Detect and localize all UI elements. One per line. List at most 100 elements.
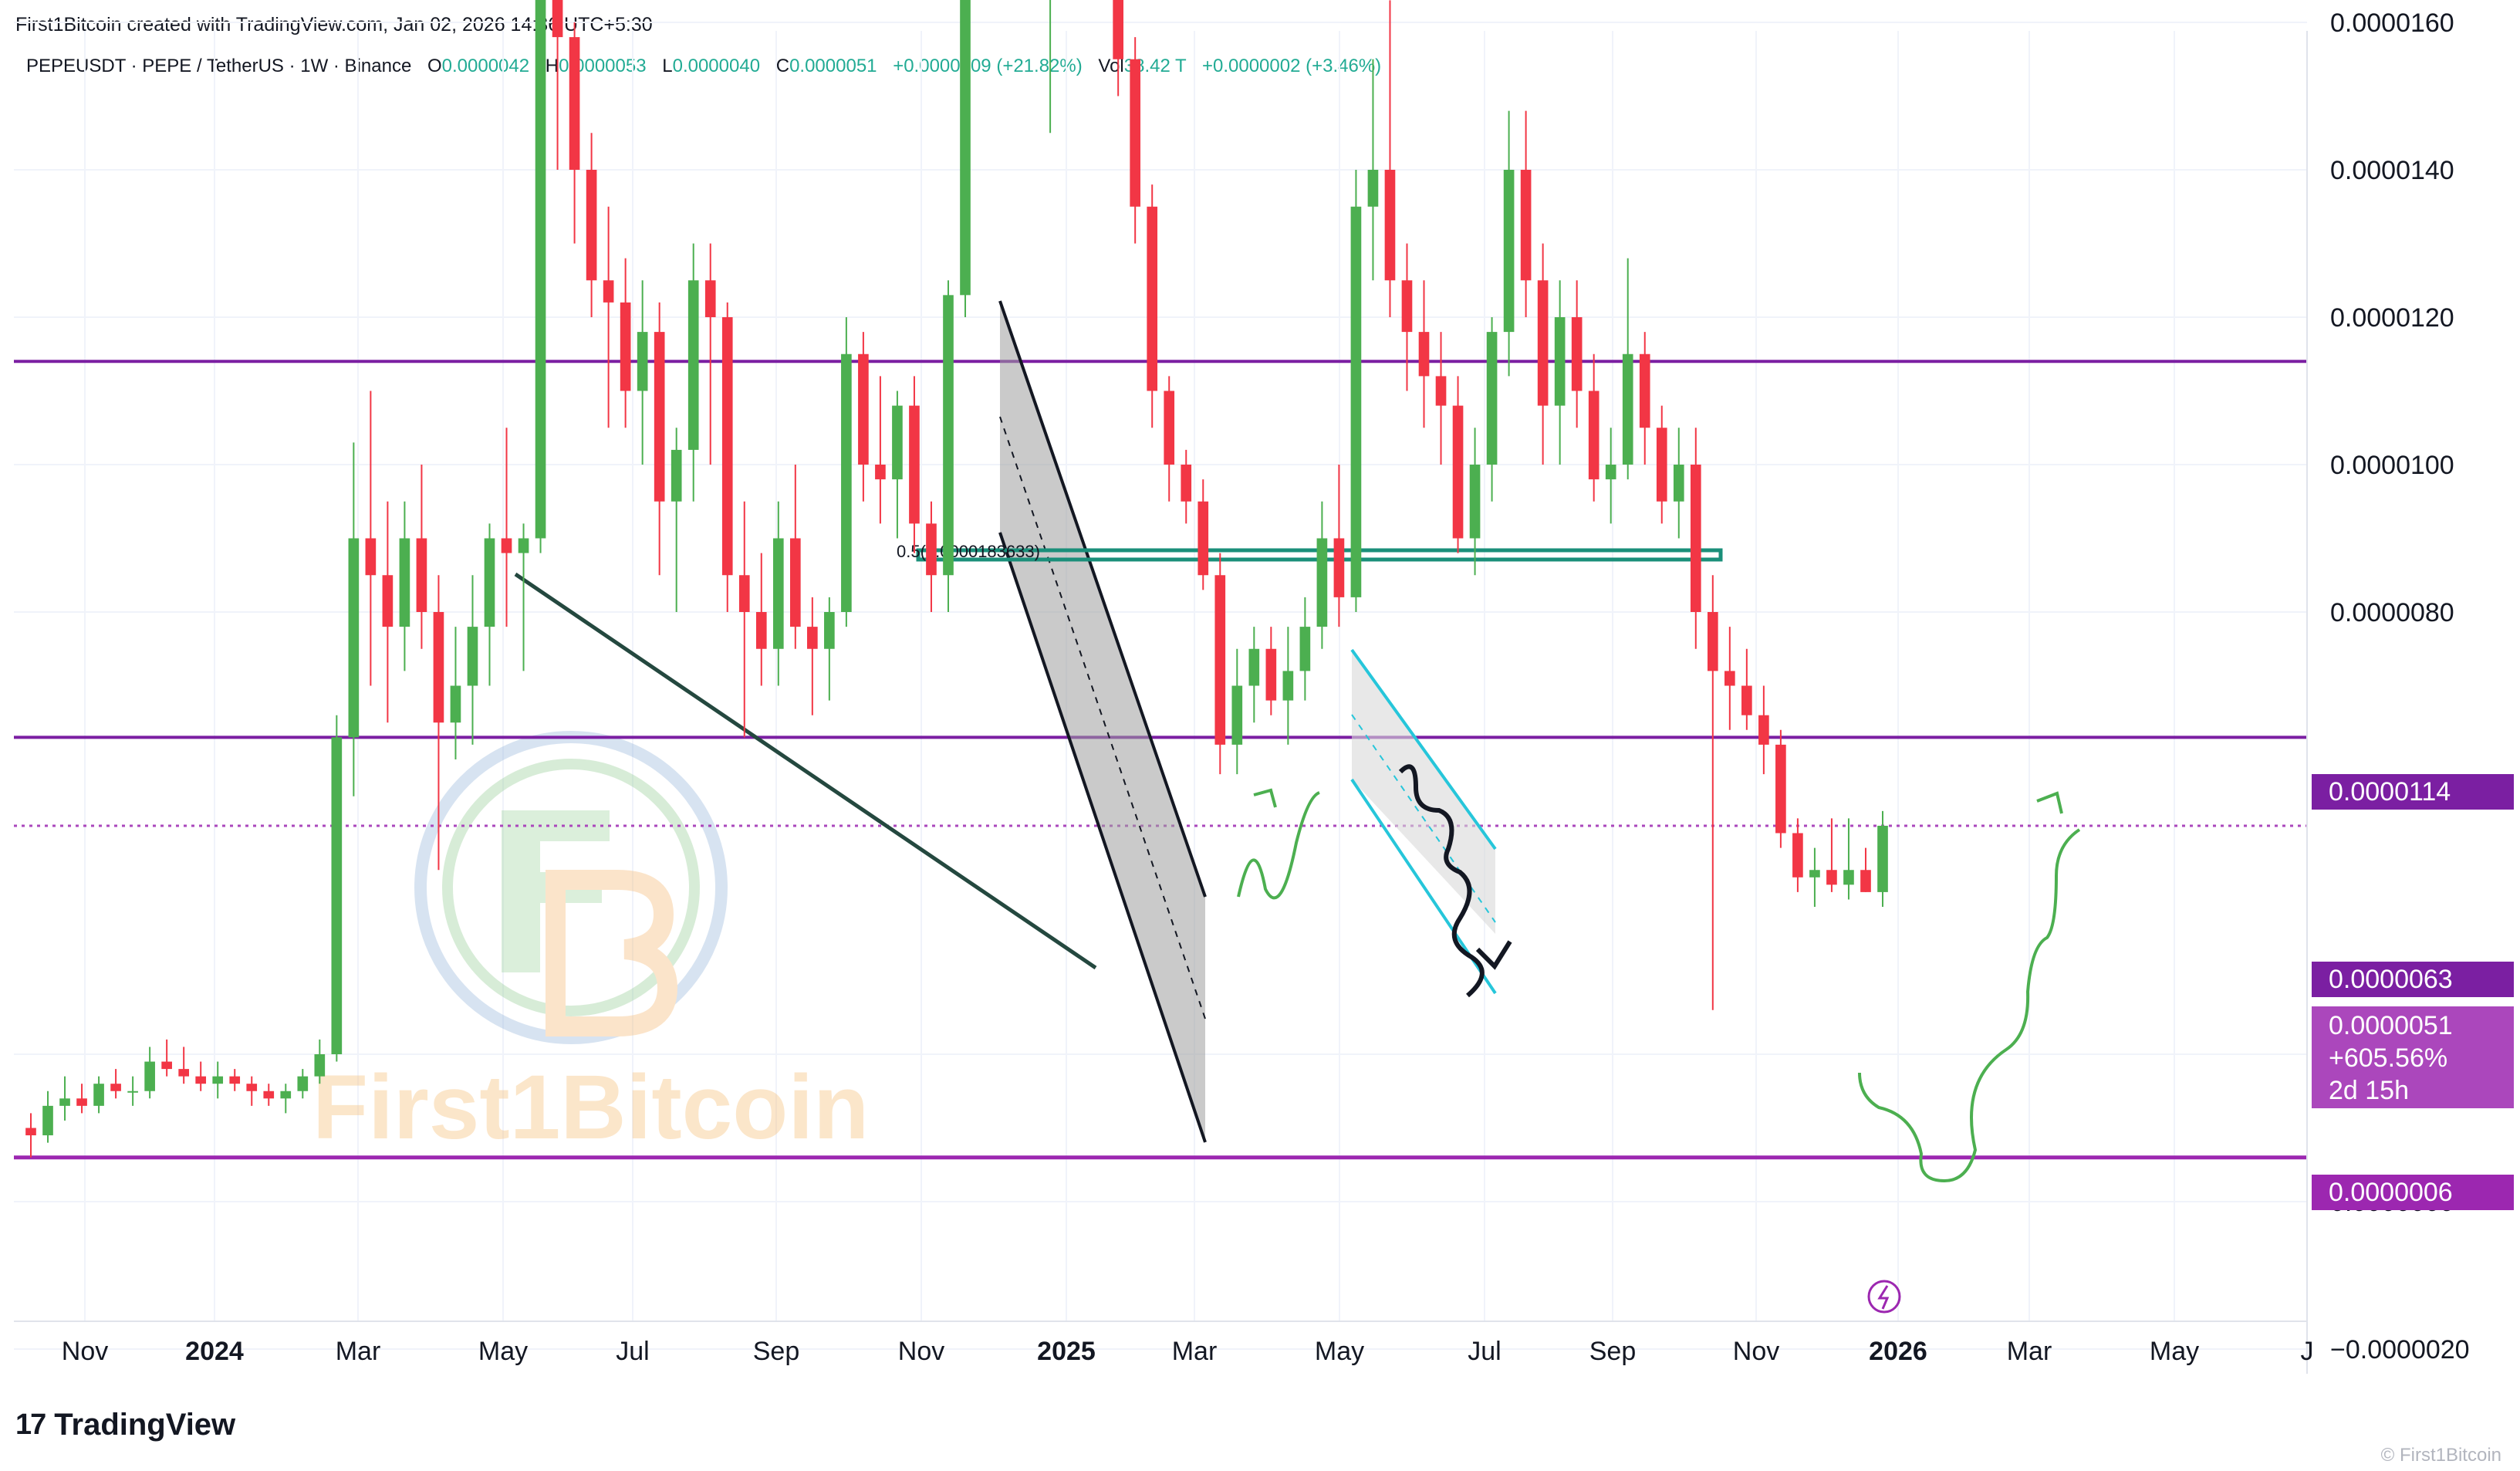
time-tick-label: Nov: [898, 1337, 944, 1366]
candle-body: [1469, 465, 1481, 539]
candle-body: [314, 1054, 326, 1077]
candle-body: [738, 575, 750, 612]
open-value: 0.0000042: [441, 56, 530, 76]
price-axis[interactable]: 0.00003000.00002800.00002600.00002400.00…: [2330, 0, 2470, 1364]
candle-body: [552, 0, 563, 38]
candle-body: [1299, 627, 1311, 671]
candle-body: [1758, 715, 1769, 745]
candle-body: [1181, 465, 1192, 502]
event-marker: [1867, 1280, 1901, 1314]
candle-body: [42, 1105, 53, 1136]
price-tick-label: 0.0000120: [2330, 303, 2454, 333]
candle-body: [450, 685, 461, 723]
time-tick-label: 2024: [185, 1337, 244, 1366]
candle-body: [569, 37, 580, 170]
candle-body: [1486, 332, 1498, 465]
tradingview-logo[interactable]: 17 TradingView: [15, 1408, 235, 1442]
last-price-tag[interactable]: 0.0000051 +605.56% 2d 15h: [2312, 1006, 2514, 1108]
level-006-text: 0.0000006: [2329, 1178, 2453, 1207]
time-axis[interactable]: Nov 2024 Mar May Jul Sep Nov 2025 Mar May Jul Sep No…: [62, 1337, 2314, 1366]
time-tick-label: J: [2301, 1337, 2314, 1366]
author-credit: © First1Bitcoin: [2380, 1445, 2501, 1466]
symbol-name[interactable]: PEPEUSDT · PEPE / TetherUS · 1W · Binanc…: [26, 56, 412, 76]
price-tick-label: 0.0000160: [2330, 8, 2454, 38]
candle-body: [518, 538, 529, 553]
projection-arrowhead-2: [2036, 791, 2063, 814]
candle-body: [161, 1061, 172, 1070]
candle-body: [1367, 170, 1379, 207]
candle-body: [841, 353, 852, 612]
candle-body: [246, 1084, 258, 1091]
candle-body: [229, 1076, 241, 1084]
candle-body: [280, 1091, 292, 1099]
candle-body: [1520, 170, 1532, 281]
candle-body: [59, 1098, 70, 1106]
candle-body: [671, 449, 682, 502]
volume-change-value: +0.0000002 (+3.46%): [1201, 56, 1382, 76]
candle-body: [1639, 353, 1650, 428]
candle-body: [1571, 317, 1583, 391]
candle-body: [1435, 376, 1447, 406]
channel-upper-line: [998, 300, 1207, 898]
candle-body: [1537, 280, 1549, 406]
candle-body: [755, 612, 767, 649]
candle-body: [1384, 170, 1396, 281]
candle-body: [586, 170, 597, 281]
price-tick-label: −0.0000020: [2330, 1335, 2470, 1364]
time-tick-label: Nov: [62, 1337, 108, 1366]
tradingview-mark-icon: 17: [15, 1408, 46, 1441]
price-tick-label: 0.0000140: [2330, 156, 2454, 185]
candle-body: [1265, 648, 1277, 701]
candle-body: [1214, 575, 1226, 745]
candle-body: [399, 538, 410, 627]
candle-body: [433, 612, 444, 723]
time-tick-label: May: [2150, 1337, 2199, 1366]
candle-body: [1350, 206, 1362, 597]
candle-body: [535, 0, 546, 539]
time-tick-label: Sep: [753, 1337, 800, 1366]
time-tick-label: Mar: [336, 1337, 381, 1366]
candle-body: [331, 737, 343, 1054]
chart-credit-header: First1Bitcoin created with TradingView.c…: [15, 14, 653, 36]
candle-body: [127, 1091, 138, 1093]
level-063-text: 0.0000063: [2329, 965, 2453, 994]
first1bitcoin-watermark: First1Bitcoin: [312, 731, 869, 1158]
time-tick-label: May: [478, 1337, 528, 1366]
tradingview-wordmark: TradingView: [54, 1408, 236, 1442]
candle-body: [807, 627, 818, 649]
price-tick-label: 0.0000100: [2330, 451, 2454, 480]
candle-body: [1164, 391, 1175, 465]
candle-body: [943, 295, 954, 576]
candle-body: [382, 575, 394, 627]
candle-body: [1843, 870, 1854, 885]
candle-body: [892, 405, 903, 480]
level-063-tag[interactable]: 0.0000063: [2312, 962, 2514, 997]
candle-body: [110, 1084, 121, 1091]
small-channel-upper-line: [1350, 648, 1497, 850]
candle-body: [960, 0, 971, 296]
level-114-tag[interactable]: 0.0000114: [2312, 774, 2514, 810]
projection-path-up-2: [1858, 828, 2081, 1183]
candle-body: [1605, 465, 1616, 480]
candle-body: [1724, 671, 1735, 686]
candle-body: [909, 405, 920, 524]
candle-body: [1809, 870, 1820, 878]
projection-arrow-up-1: [1237, 791, 1320, 900]
close-label: C: [775, 56, 790, 76]
projection-arrowhead-down: [1475, 940, 1512, 970]
candle-body: [824, 612, 835, 649]
candle-body: [195, 1076, 207, 1084]
candle-body: [704, 280, 716, 317]
level-006-tag[interactable]: 0.0000006: [2312, 1175, 2514, 1210]
candle-body: [721, 317, 733, 576]
candle-body: [1656, 428, 1667, 502]
candle-body: [926, 523, 937, 576]
time-tick-label: 2026: [1869, 1337, 1927, 1366]
candle-body: [263, 1091, 275, 1099]
lightning-icon: [1877, 1285, 1890, 1310]
last-price-text: 0.0000051: [2329, 1011, 2453, 1040]
price-tick-label: 0.0000080: [2330, 598, 2454, 627]
level-114-text: 0.0000114: [2329, 777, 2451, 807]
candle-body: [1877, 825, 1888, 892]
